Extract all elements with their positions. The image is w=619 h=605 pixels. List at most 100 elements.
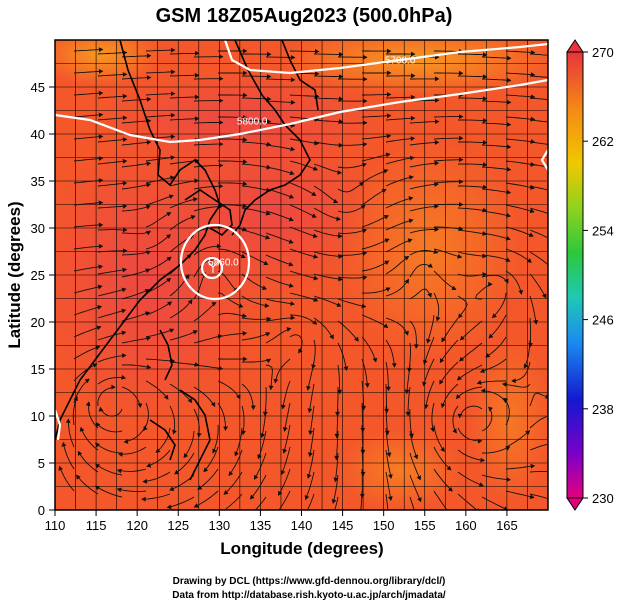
streamline — [95, 463, 123, 476]
streamline-arrowhead — [146, 364, 152, 370]
streamline — [265, 210, 294, 221]
streamline — [409, 320, 417, 349]
streamline-arrowhead — [434, 119, 440, 125]
streamline — [241, 185, 271, 192]
streamline-arrowhead — [476, 380, 482, 385]
streamline-arrowhead — [455, 394, 461, 400]
streamline-arrowhead — [243, 48, 248, 54]
streamline-arrowhead — [193, 197, 198, 202]
streamline — [121, 337, 151, 344]
streamline-arrowhead — [488, 281, 493, 287]
streamline-arrowhead — [506, 144, 512, 150]
x-tick-label: 165 — [496, 518, 518, 533]
streamline — [242, 75, 271, 78]
streamline-arrowhead — [242, 137, 248, 142]
streamline — [307, 449, 315, 479]
streamline-arrowhead — [92, 363, 98, 368]
streamline — [241, 295, 269, 307]
streamline-arrowhead — [184, 274, 190, 280]
streamline — [289, 138, 319, 145]
streamline — [97, 250, 127, 253]
streamline-arrowhead — [121, 330, 127, 336]
streamline-arrowhead — [381, 188, 387, 194]
streamline — [433, 181, 463, 184]
streamline — [73, 92, 103, 96]
streamline — [193, 185, 223, 190]
streamline-arrowhead — [386, 113, 392, 119]
streamline — [97, 182, 127, 187]
streamline — [385, 317, 409, 336]
streamline — [337, 276, 367, 279]
streamline — [97, 138, 127, 143]
streamline — [505, 116, 535, 120]
streamline — [361, 260, 390, 272]
streamline-arrowhead — [146, 463, 152, 468]
streamline-arrowhead — [242, 203, 248, 209]
streamline — [309, 405, 315, 435]
streamline-arrowhead — [73, 396, 78, 402]
streamline-arrowhead — [435, 76, 440, 82]
streamline — [423, 336, 435, 365]
streamline — [289, 94, 319, 97]
streamline-arrowhead — [505, 446, 511, 451]
streamline — [337, 252, 367, 256]
streamline-arrowhead — [265, 332, 271, 337]
streamline-arrowhead — [491, 313, 497, 319]
streamline — [145, 380, 169, 400]
streamline — [241, 317, 271, 320]
chart-title: GSM 18Z05Aug2023 (500.0hPa) — [156, 5, 453, 27]
streamline — [511, 361, 531, 382]
streamline — [88, 401, 99, 429]
streamline-arrowhead — [361, 303, 367, 309]
streamline-arrowhead — [458, 226, 464, 232]
streamline — [174, 452, 195, 475]
streamline — [433, 203, 463, 206]
colorbar-tick-label: 230 — [592, 491, 614, 506]
streamline — [361, 314, 389, 329]
streamline-arrowhead — [266, 96, 272, 102]
streamline-arrowhead — [311, 213, 317, 218]
streamline-arrowhead — [434, 226, 440, 232]
streamline — [193, 302, 217, 322]
streamline — [155, 427, 171, 453]
streamline — [505, 248, 532, 263]
streamline — [121, 141, 151, 146]
streamline-arrowhead — [122, 137, 128, 143]
streamline — [59, 466, 75, 492]
streamline-arrowhead — [98, 47, 104, 53]
streamline-arrowhead — [170, 47, 176, 53]
streamline — [529, 185, 548, 191]
streamline — [193, 143, 223, 146]
streamline-arrowhead — [122, 267, 128, 273]
streamline — [505, 226, 534, 237]
streamline-arrowhead — [363, 54, 368, 60]
streamline-arrowhead — [410, 136, 416, 142]
streamline-arrowhead — [440, 403, 446, 409]
streamline — [67, 419, 75, 448]
streamline-arrowhead — [313, 297, 319, 302]
streamline-arrowhead — [257, 454, 262, 460]
streamline-arrowhead — [387, 474, 393, 479]
streamline-arrowhead — [530, 49, 536, 55]
streamline — [529, 229, 548, 239]
streamline — [529, 470, 548, 473]
streamline — [274, 358, 291, 383]
streamline-arrowhead — [218, 365, 224, 371]
streamline — [529, 75, 548, 78]
y-tick-label: 45 — [31, 80, 45, 95]
streamline — [362, 93, 391, 96]
streamline-arrowhead — [116, 468, 122, 474]
streamline — [169, 215, 196, 231]
x-tick-label: 145 — [332, 518, 354, 533]
streamline — [265, 144, 295, 151]
streamline — [241, 251, 269, 265]
streamline-arrowhead — [337, 389, 343, 395]
streamline — [313, 295, 342, 307]
streamline — [554, 343, 568, 368]
streamline — [485, 336, 507, 358]
streamline-arrowhead — [121, 308, 127, 314]
streamline-arrowhead — [433, 249, 439, 254]
streamline-arrowhead — [555, 54, 559, 58]
streamline — [121, 77, 151, 80]
x-axis-label: Longitude (degrees) — [220, 539, 383, 558]
